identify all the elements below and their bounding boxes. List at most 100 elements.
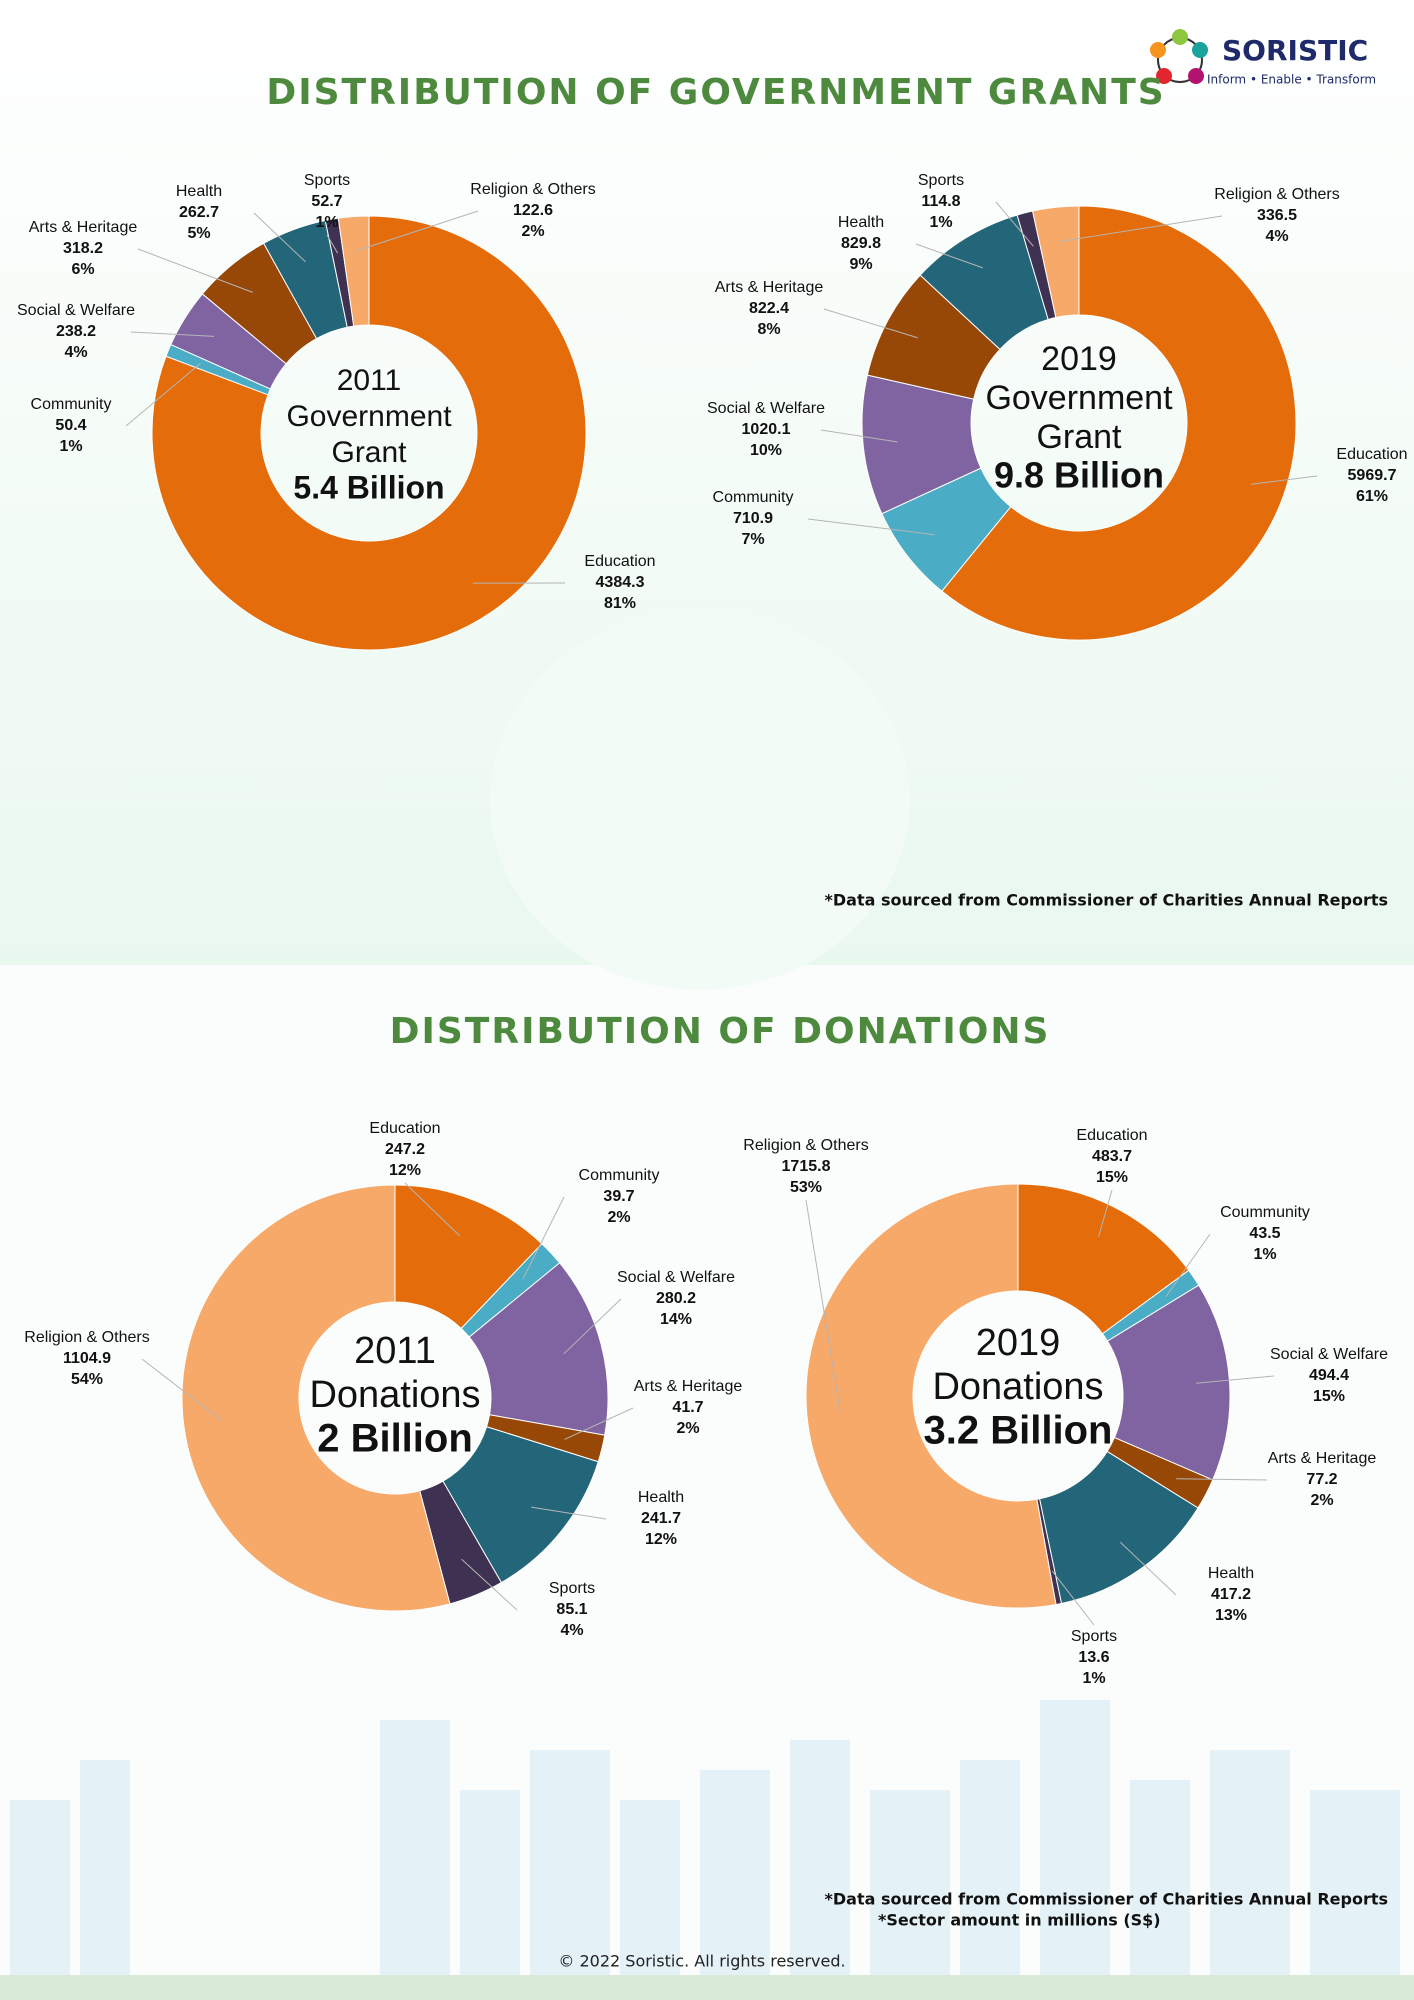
leader-line — [522, 1196, 565, 1280]
donut-slice — [1106, 1284, 1231, 1481]
donut-slice — [394, 1184, 543, 1330]
slice-label: Sports — [1071, 1628, 1117, 1645]
center-text: 2019 — [1041, 340, 1117, 378]
slice-label: Health — [638, 1489, 684, 1506]
leader-line — [915, 243, 983, 269]
leader-line — [1165, 1233, 1211, 1297]
slice-label: Health — [1208, 1565, 1254, 1582]
donut-slice — [337, 215, 370, 327]
slice-value: 238.2 — [56, 323, 96, 340]
leader-line — [253, 212, 306, 263]
leader-line — [130, 331, 215, 337]
center-text: 2011 — [337, 364, 402, 397]
slice-percent: 1% — [1253, 1246, 1276, 1263]
leader-line — [1250, 475, 1318, 485]
slice-label: Arts & Heritage — [634, 1378, 743, 1395]
donut-slice — [442, 1426, 599, 1584]
slice-percent: 15% — [1313, 1388, 1345, 1405]
decor-blob — [490, 610, 910, 990]
center-total: 5.4 Billion — [293, 469, 444, 505]
slice-percent: 9% — [849, 256, 872, 273]
slice-percent: 1% — [315, 214, 338, 231]
leader-line — [807, 518, 935, 536]
slice-value: 85.1 — [556, 1601, 587, 1618]
slice-percent: 12% — [645, 1531, 677, 1548]
donut-slice — [151, 215, 587, 651]
slice-label: Coummunity — [1220, 1204, 1310, 1221]
slice-label: Social & Welfare — [17, 302, 135, 319]
slice-value: 122.6 — [513, 202, 553, 219]
leader-line — [1119, 1541, 1177, 1596]
slice-percent: 5% — [187, 225, 210, 242]
slice-label: Community — [579, 1167, 660, 1184]
slice-value: 39.7 — [603, 1188, 634, 1205]
leader-line — [326, 234, 339, 254]
slice-label: Education — [369, 1120, 440, 1137]
leader-line — [1195, 1375, 1275, 1384]
source-note: *Data sourced from Commissioner of Chari… — [825, 891, 1388, 910]
slice-value: 710.9 — [733, 510, 773, 527]
logo-icon — [1150, 29, 1208, 84]
slice-label: Sports — [304, 172, 350, 189]
unit-note: *Sector amount in millions (S$) — [878, 1911, 1161, 1930]
slice-value: 822.4 — [749, 300, 789, 317]
slice-value: 77.2 — [1306, 1471, 1337, 1488]
slice-percent: 61% — [1356, 488, 1388, 505]
slice-label: Religion & Others — [1214, 186, 1339, 203]
slice-percent: 81% — [604, 595, 636, 612]
leader-line — [404, 1182, 461, 1237]
section-title: DISTRIBUTION OF GOVERNMENT GRANTS — [266, 72, 1165, 113]
leader-line — [820, 429, 898, 443]
center-text: Donations — [309, 1374, 480, 1416]
donut-slice — [1031, 205, 1080, 319]
slice-percent: 13% — [1215, 1607, 1247, 1624]
slice-label: Community — [31, 396, 112, 413]
slice-value: 43.5 — [1249, 1225, 1280, 1242]
slice-percent: 4% — [64, 344, 87, 361]
copyright: © 2022 Soristic. All rights reserved. — [558, 1952, 845, 1971]
slice-value: 41.7 — [672, 1399, 703, 1416]
center-text: Grant — [331, 436, 407, 469]
slice-percent: 6% — [71, 261, 94, 278]
leader-line — [461, 1558, 518, 1611]
slice-value: 247.2 — [385, 1141, 425, 1158]
slice-value: 5969.7 — [1348, 467, 1397, 484]
slice-value: 13.6 — [1078, 1649, 1109, 1666]
leader-line — [1051, 1570, 1095, 1626]
slice-label: Health — [838, 214, 884, 231]
leader-line — [1059, 215, 1223, 243]
slice-value: 50.4 — [55, 417, 86, 434]
slice-percent: 2% — [607, 1209, 630, 1226]
center-text: Government — [286, 400, 452, 433]
slice-label: Health — [176, 183, 222, 200]
slice-label: Social & Welfare — [1270, 1346, 1388, 1363]
donut-slice — [941, 205, 1297, 641]
donut-slice — [805, 1183, 1057, 1609]
slice-percent: 54% — [71, 1371, 103, 1388]
ground — [0, 1975, 1414, 2000]
slice-value: 318.2 — [63, 240, 103, 257]
slice-label: Community — [713, 489, 794, 506]
center-total: 9.8 Billion — [994, 455, 1164, 496]
slice-value: 52.7 — [311, 193, 342, 210]
slice-value: 1715.8 — [782, 1158, 831, 1175]
leader-line — [564, 1407, 634, 1440]
slice-percent: 15% — [1096, 1169, 1128, 1186]
slice-percent: 1% — [929, 214, 952, 231]
slice-value: 336.5 — [1257, 207, 1297, 224]
slice-percent: 7% — [741, 531, 764, 548]
slice-value: 280.2 — [656, 1290, 696, 1307]
slice-label: Religion & Others — [470, 181, 595, 198]
donut-slice — [1017, 1183, 1190, 1335]
leader-line — [823, 308, 918, 339]
slice-percent: 1% — [1082, 1670, 1105, 1687]
leader-line — [125, 363, 201, 427]
slice-value: 1104.9 — [63, 1350, 111, 1367]
slice-value: 262.7 — [179, 204, 219, 221]
donut-slice — [1038, 1450, 1199, 1605]
leader-line — [1176, 1478, 1268, 1481]
slice-value: 829.8 — [841, 235, 881, 252]
donut-slice — [181, 1184, 451, 1612]
center-text: Government — [985, 379, 1173, 417]
